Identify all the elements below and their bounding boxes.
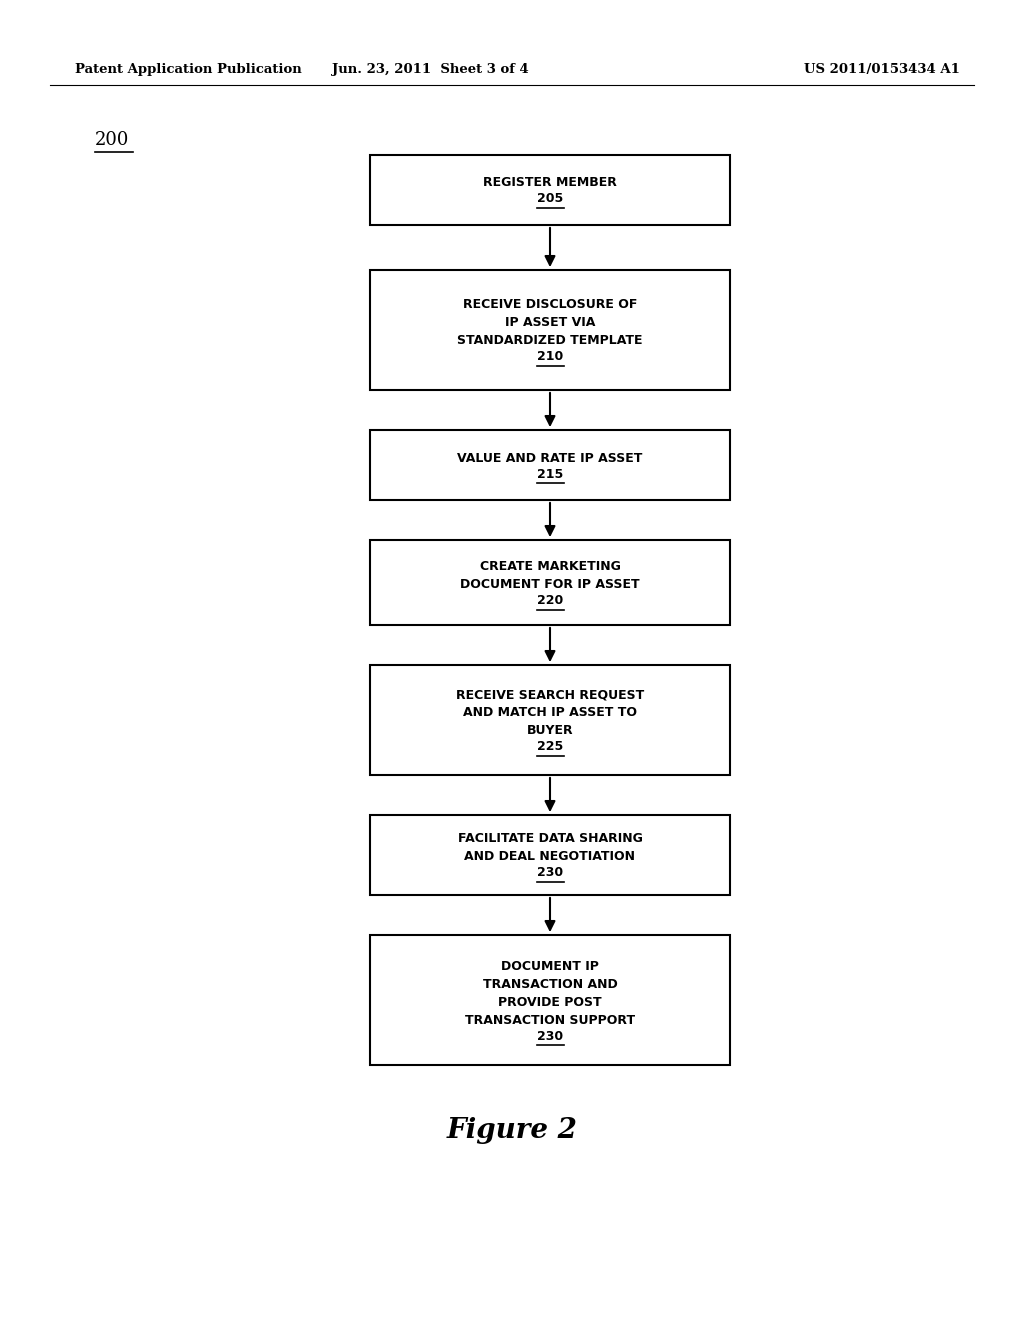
Text: DOCUMENT IP: DOCUMENT IP bbox=[501, 960, 599, 973]
Text: STANDARDIZED TEMPLATE: STANDARDIZED TEMPLATE bbox=[458, 334, 643, 347]
Text: CREATE MARKETING: CREATE MARKETING bbox=[479, 560, 621, 573]
Text: 210: 210 bbox=[537, 351, 563, 363]
Bar bbox=[370, 430, 730, 500]
Text: IP ASSET VIA: IP ASSET VIA bbox=[505, 317, 595, 330]
Text: AND MATCH IP ASSET TO: AND MATCH IP ASSET TO bbox=[463, 706, 637, 719]
Text: Figure 2: Figure 2 bbox=[446, 1117, 578, 1143]
Text: 205: 205 bbox=[537, 193, 563, 206]
Text: 230: 230 bbox=[537, 866, 563, 879]
Text: REGISTER MEMBER: REGISTER MEMBER bbox=[483, 177, 616, 190]
Text: VALUE AND RATE IP ASSET: VALUE AND RATE IP ASSET bbox=[458, 451, 643, 465]
Text: 230: 230 bbox=[537, 1030, 563, 1043]
Bar bbox=[370, 154, 730, 224]
Text: AND DEAL NEGOTIATION: AND DEAL NEGOTIATION bbox=[465, 850, 636, 863]
Text: 225: 225 bbox=[537, 741, 563, 754]
Text: RECEIVE DISCLOSURE OF: RECEIVE DISCLOSURE OF bbox=[463, 298, 637, 312]
Text: FACILITATE DATA SHARING: FACILITATE DATA SHARING bbox=[458, 833, 642, 846]
Text: BUYER: BUYER bbox=[526, 725, 573, 738]
Text: 220: 220 bbox=[537, 594, 563, 607]
Bar bbox=[370, 271, 730, 389]
Text: 215: 215 bbox=[537, 467, 563, 480]
Text: DOCUMENT FOR IP ASSET: DOCUMENT FOR IP ASSET bbox=[460, 578, 640, 591]
Bar bbox=[370, 935, 730, 1065]
Text: TRANSACTION SUPPORT: TRANSACTION SUPPORT bbox=[465, 1014, 635, 1027]
Bar bbox=[370, 540, 730, 624]
Text: PROVIDE POST: PROVIDE POST bbox=[499, 995, 602, 1008]
Text: TRANSACTION AND: TRANSACTION AND bbox=[482, 978, 617, 990]
Bar bbox=[370, 665, 730, 775]
Text: RECEIVE SEARCH REQUEST: RECEIVE SEARCH REQUEST bbox=[456, 689, 644, 701]
Bar bbox=[370, 814, 730, 895]
Text: Jun. 23, 2011  Sheet 3 of 4: Jun. 23, 2011 Sheet 3 of 4 bbox=[332, 63, 528, 77]
Text: 200: 200 bbox=[95, 131, 129, 149]
Text: Patent Application Publication: Patent Application Publication bbox=[75, 63, 302, 77]
Text: US 2011/0153434 A1: US 2011/0153434 A1 bbox=[804, 63, 961, 77]
